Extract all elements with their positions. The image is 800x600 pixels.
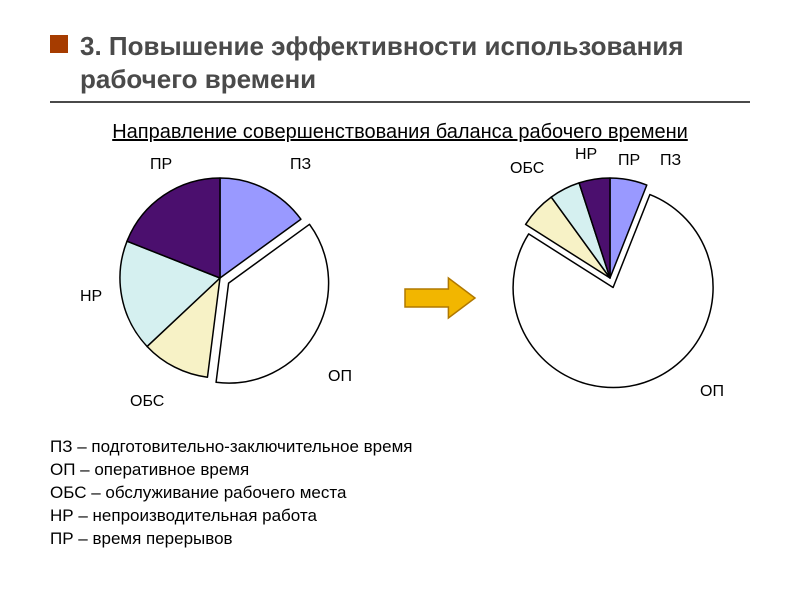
legend-line: ОП – оперативное время [50, 459, 750, 482]
slice-label: ОБС [510, 160, 544, 178]
arrow-icon [400, 273, 480, 328]
slice-label: НР [575, 146, 597, 164]
slide-title: 3. Повышение эффективности использования… [80, 30, 750, 95]
accent-square [50, 35, 68, 53]
slice-label: ОП [700, 383, 724, 401]
slice-label: ПЗ [660, 152, 681, 170]
legend-line: ОБС – обслуживание рабочего места [50, 482, 750, 505]
pie-svg-left [110, 168, 370, 428]
charts-row: ПЗОПОБСНРПР ПЗПРНРОБСОП [50, 158, 750, 428]
slice-label: ОП [328, 368, 352, 386]
slice-label: ПЗ [290, 156, 311, 174]
legend-line: ПЗ – подготовительно-заключительное врем… [50, 436, 750, 459]
slice-label: ПР [150, 156, 172, 174]
legend: ПЗ – подготовительно-заключительное врем… [50, 436, 750, 551]
title-underline [50, 101, 750, 103]
pie-chart-before: ПЗОПОБСНРПР [110, 168, 370, 433]
pie-chart-after: ПЗПРНРОБСОП [500, 168, 760, 433]
slide-subtitle: Направление совершенствования баланса ра… [50, 121, 750, 144]
slide: 3. Повышение эффективности использования… [0, 0, 800, 600]
legend-line: ПР – время перерывов [50, 528, 750, 551]
slice-label: НР [80, 288, 102, 306]
slice-label: ПР [618, 152, 640, 170]
legend-line: НР – непроизводительная работа [50, 505, 750, 528]
slice-label: ОБС [130, 393, 164, 411]
